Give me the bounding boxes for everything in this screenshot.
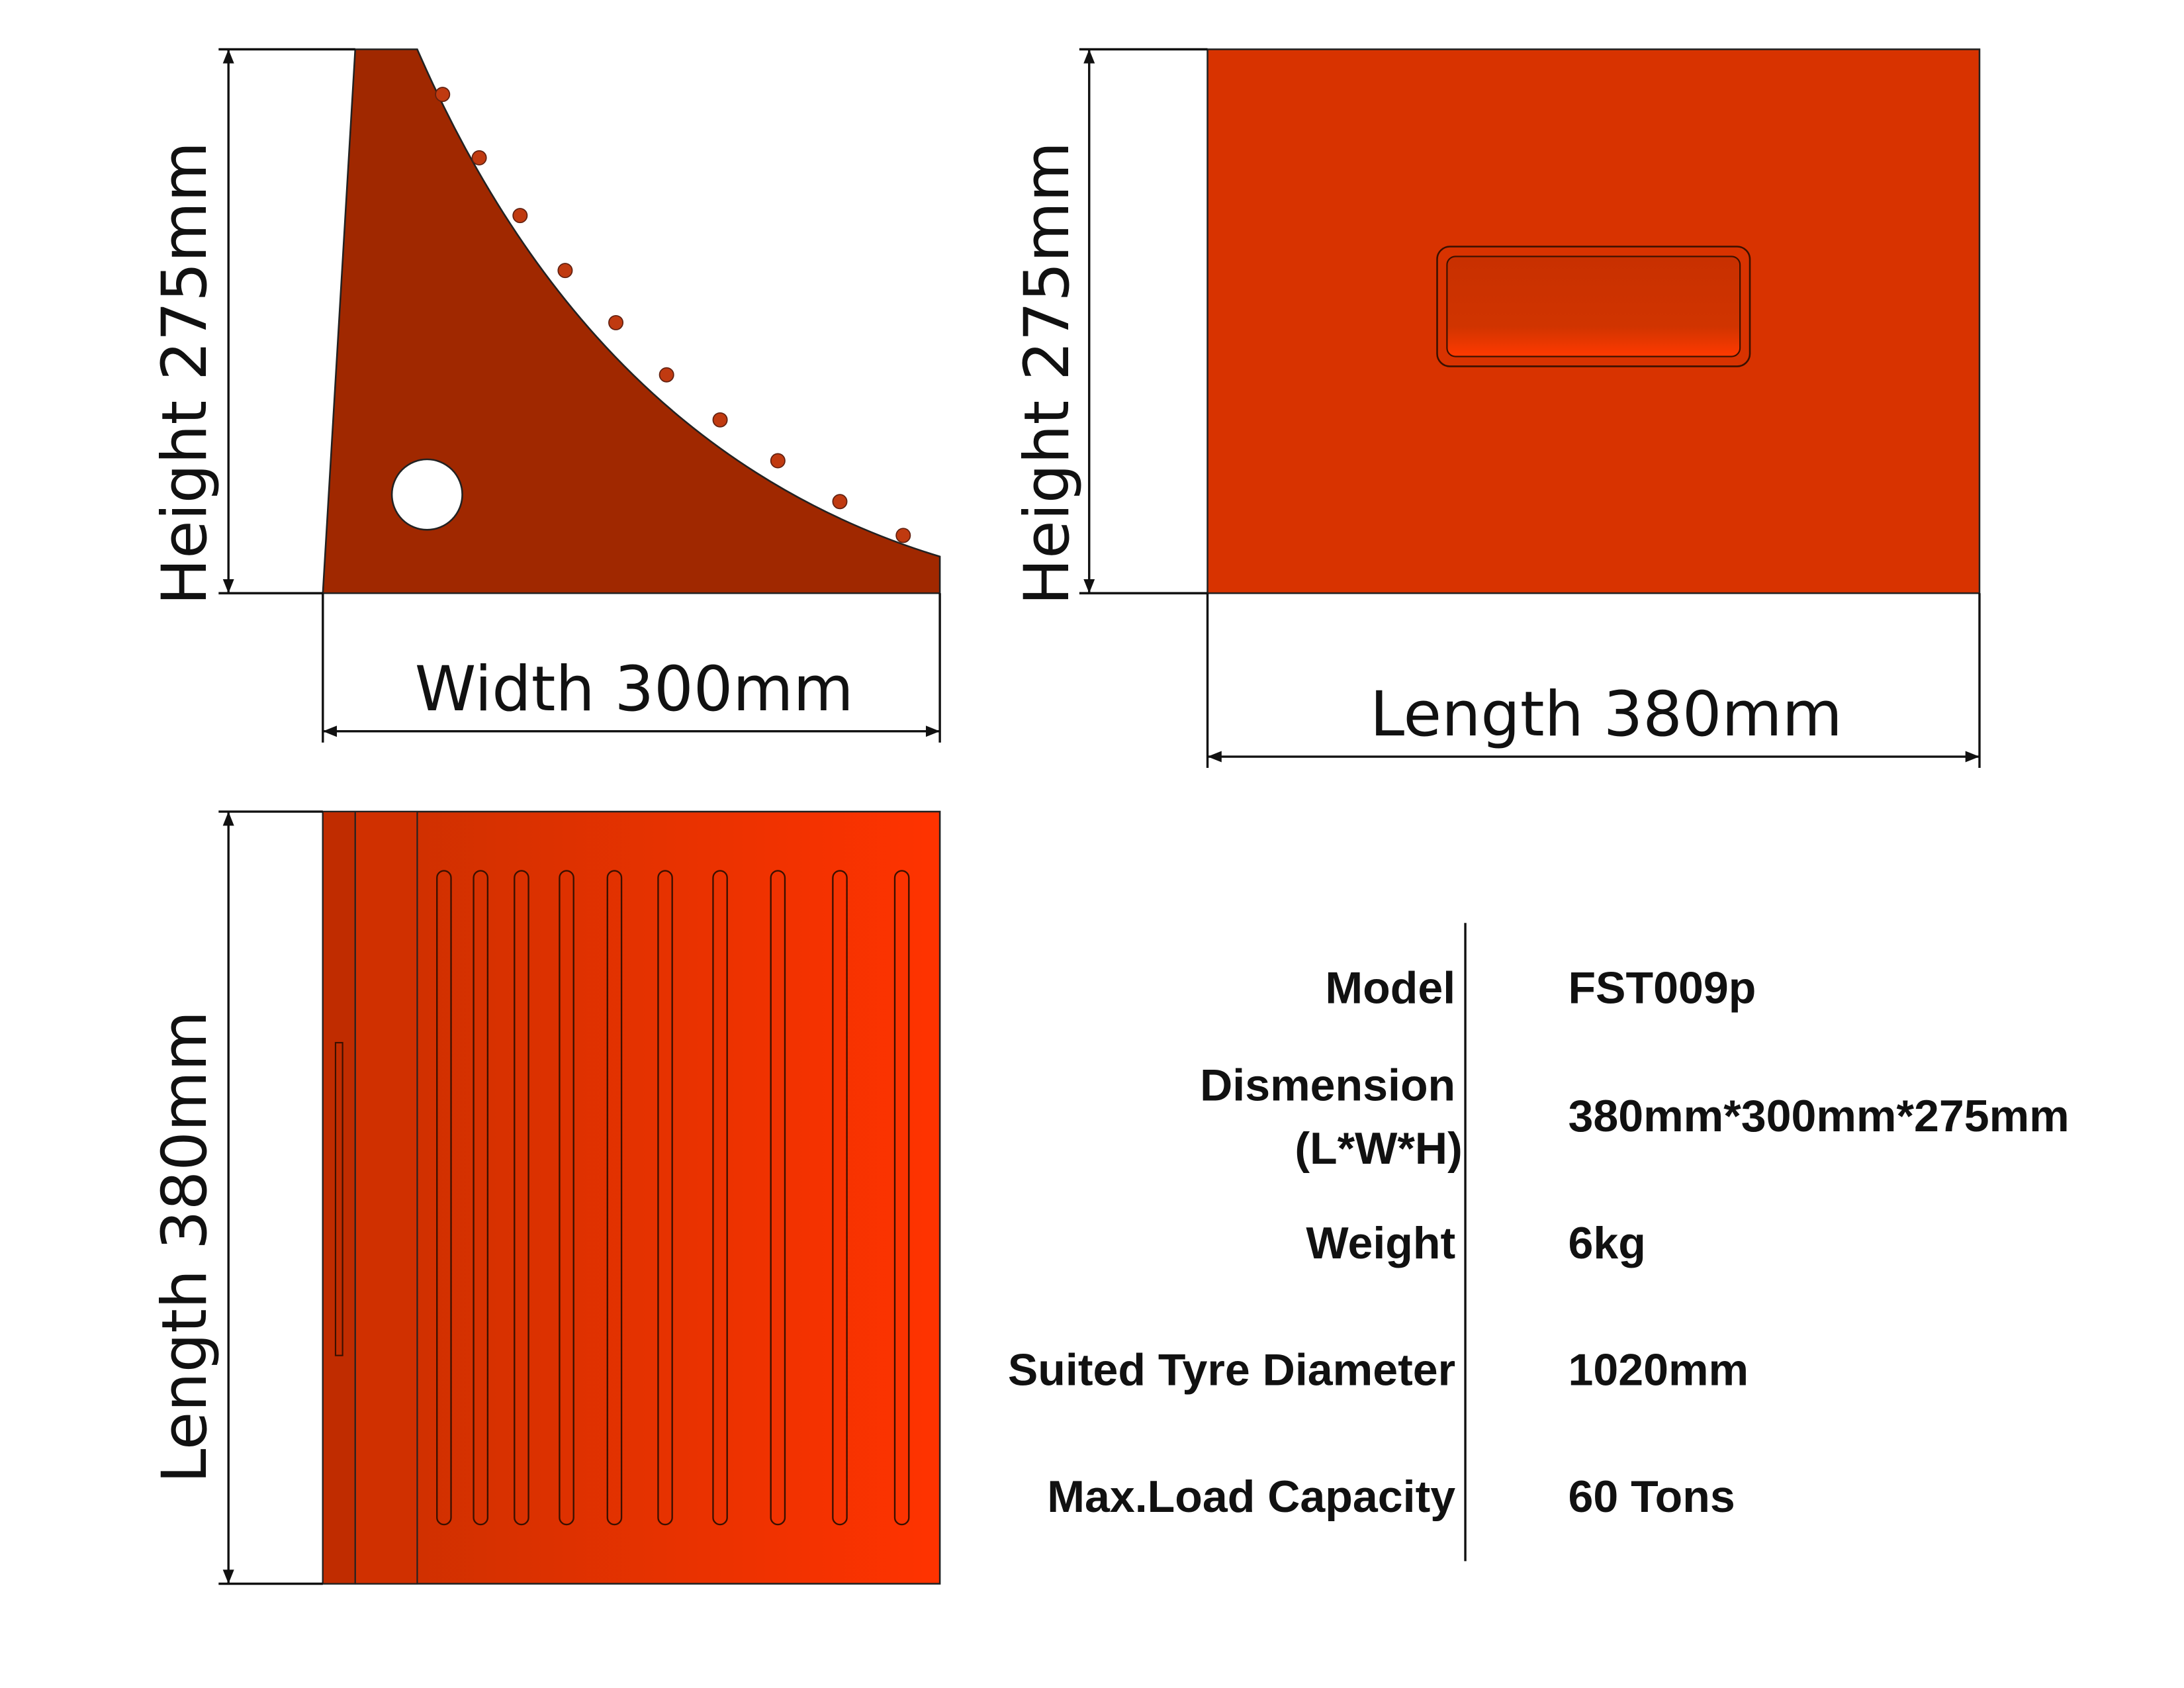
spec-label: Model (1325, 963, 1455, 1013)
top-shape (322, 810, 941, 1585)
spec-value: 60 Tons (1568, 1472, 1735, 1522)
dimension-label: Length 380mm (149, 1011, 221, 1483)
dimension-label: Height 275mm (149, 142, 221, 605)
spec-value: FST009p (1568, 963, 1756, 1013)
side-studs (435, 87, 911, 543)
side-view: Height 275mm Width 300mm (149, 48, 941, 743)
spec-label: Weight (1306, 1218, 1455, 1268)
front-view: Height 275mm Length 380mm (1011, 48, 1981, 769)
handle-inner (1446, 256, 1741, 357)
dimension-label: Height 275mm (1011, 142, 1083, 605)
spec-label: Max.Load Capacity (1047, 1472, 1455, 1522)
spec-value: 6kg (1568, 1218, 1645, 1268)
top-view: Length 380mm (149, 810, 941, 1585)
handle-outer (1436, 246, 1751, 367)
spec-label-note: (L*W*H) (1295, 1123, 1462, 1174)
top-slots (436, 870, 910, 1526)
spec-label: Dismension (1200, 1060, 1455, 1110)
dimension-label: Length 380mm (1370, 679, 1843, 751)
spec-table: Model FST009p Dismension (L*W*H) 380mm*3… (1008, 923, 2070, 1562)
dimension-label: Width 300mm (415, 653, 854, 726)
spec-value: 380mm*300mm*275mm (1568, 1091, 2069, 1141)
spec-label: Suited Tyre Diameter (1008, 1344, 1455, 1395)
side-shape (322, 48, 941, 594)
spec-value: 1020mm (1568, 1344, 1749, 1395)
side-hole (390, 458, 463, 531)
